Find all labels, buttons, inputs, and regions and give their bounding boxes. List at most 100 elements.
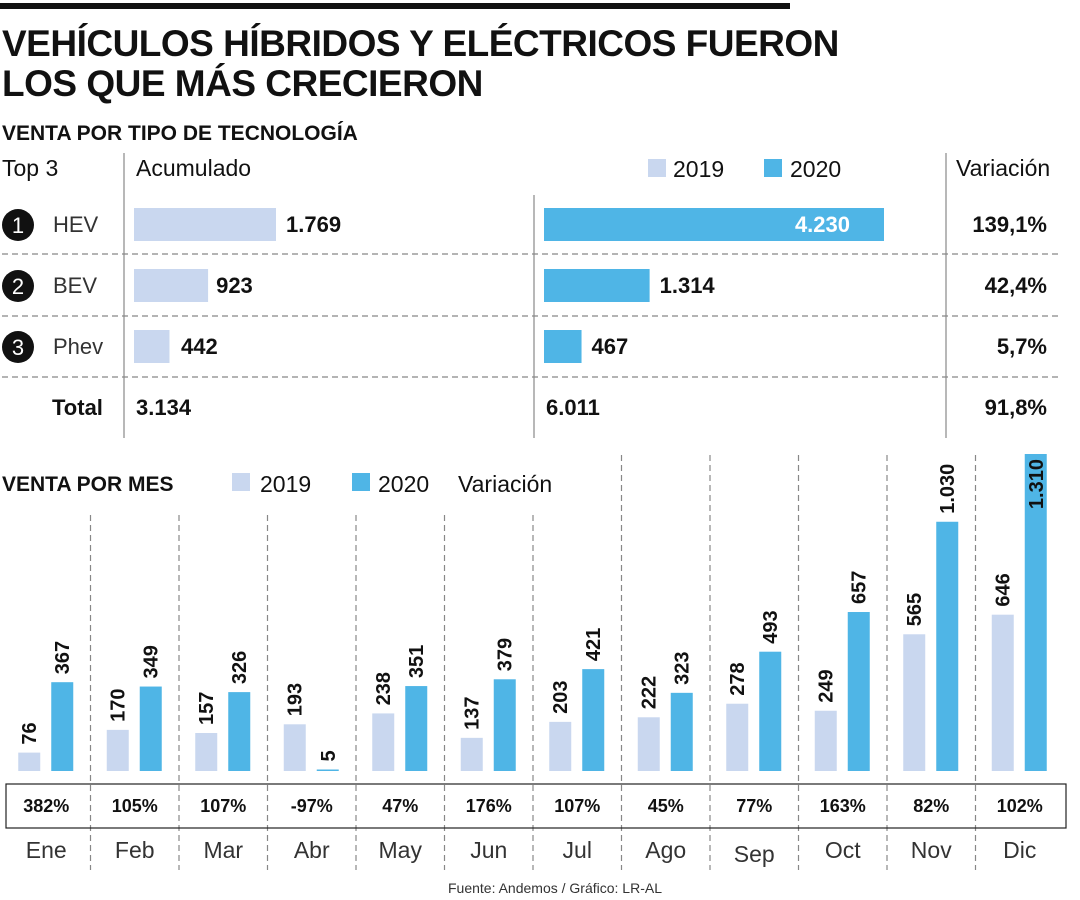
month-legend-swatch-2019 bbox=[232, 473, 250, 491]
bar-2019-feb bbox=[106, 729, 129, 771]
accum-header: Acumulado bbox=[136, 155, 251, 181]
variation-ene: 382% bbox=[23, 796, 69, 816]
value-2019-hev: 1.769 bbox=[286, 212, 341, 237]
label-2019-abr: 193 bbox=[285, 683, 307, 716]
month-variations: 382% 105% 107% -97% 47% 176% 107% 45% 77% 163% 82%… bbox=[23, 796, 1043, 816]
month-label-may: May bbox=[379, 837, 423, 863]
label-2019-nov: 565 bbox=[904, 593, 926, 626]
label-2019-dic: 646 bbox=[993, 573, 1015, 606]
source-note: Fuente: Andemos / Gráfico: LR-AL bbox=[448, 880, 662, 896]
bar-2019-nov bbox=[903, 634, 926, 771]
label-2020-oct: 657 bbox=[849, 571, 871, 604]
bar-2020-dic bbox=[1024, 454, 1047, 771]
value-2019-bev: 923 bbox=[216, 273, 253, 298]
bar-2019-phev bbox=[134, 330, 170, 363]
label-2019-mar: 157 bbox=[196, 692, 218, 725]
tech-legend-swatch-2019 bbox=[648, 159, 666, 177]
month-section-title: VENTA POR MES bbox=[2, 473, 174, 496]
month-legend-variation: Variación bbox=[458, 471, 552, 497]
bar-2019-jun bbox=[460, 737, 483, 771]
month-label-abr: Abr bbox=[294, 837, 330, 863]
bar-2020-jun bbox=[493, 679, 516, 771]
label-2019-ene: 76 bbox=[19, 722, 41, 744]
variation-abr: -97% bbox=[291, 796, 333, 816]
month-label-feb: Feb bbox=[115, 837, 155, 863]
bar-2020-ene bbox=[51, 682, 74, 771]
bar-2019-oct bbox=[814, 710, 837, 771]
label-2020-ene: 367 bbox=[52, 641, 74, 674]
month-dividers bbox=[89, 455, 977, 870]
month-label-mar: Mar bbox=[203, 837, 243, 863]
label-2020-feb: 349 bbox=[141, 645, 163, 678]
variation-box bbox=[5, 783, 1067, 829]
variation-jun: 176% bbox=[466, 796, 512, 816]
top-rule bbox=[0, 3, 790, 9]
label-2020-dic: 1.310 bbox=[1026, 459, 1048, 509]
tech-legend-swatch-2020 bbox=[764, 159, 782, 177]
variation-mar: 107% bbox=[200, 796, 246, 816]
bar-2019-dic bbox=[991, 614, 1014, 771]
value-2019-phev: 442 bbox=[181, 334, 218, 359]
month-label-ene: Ene bbox=[26, 837, 67, 863]
label-2020-abr: 5 bbox=[318, 750, 340, 761]
variation-jul: 107% bbox=[554, 796, 600, 816]
value-2020-hev: 4.230 bbox=[795, 212, 850, 237]
bar-2020-sep bbox=[759, 651, 782, 771]
label-2019-may: 238 bbox=[373, 672, 395, 705]
month-label-nov: Nov bbox=[911, 837, 952, 863]
month-label-jul: Jul bbox=[563, 837, 592, 863]
label-2019-ago: 222 bbox=[639, 676, 661, 709]
bar-2019-hev bbox=[134, 208, 276, 241]
variation-header: Variación bbox=[956, 155, 1050, 181]
total-label: Total bbox=[52, 395, 103, 420]
bar-2020-nov bbox=[936, 521, 959, 771]
bar-2020-bev bbox=[544, 269, 650, 302]
total-2019: 3.134 bbox=[136, 395, 192, 420]
variation-nov: 82% bbox=[913, 796, 949, 816]
tech-label-bev: BEV bbox=[53, 273, 97, 298]
month-legend-swatch-2020 bbox=[352, 473, 370, 491]
label-2020-may: 351 bbox=[406, 645, 428, 678]
bar-2019-abr bbox=[283, 724, 306, 771]
bar-2020-phev bbox=[544, 330, 582, 363]
bar-2020-feb bbox=[139, 686, 162, 771]
tech-label-hev: HEV bbox=[53, 212, 99, 237]
variation-may: 47% bbox=[382, 796, 418, 816]
label-2019-sep: 278 bbox=[727, 662, 749, 695]
label-2020-jun: 379 bbox=[495, 638, 517, 671]
value-2020-bev: 1.314 bbox=[660, 273, 716, 298]
tech-legend-2020: 2020 bbox=[790, 156, 841, 182]
month-label-oct: Oct bbox=[825, 837, 861, 863]
tech-rows: 1 HEV 1.769 4.230 139,1% 2 BEV 923 1.314 42,4% 3 Ph… bbox=[2, 208, 1047, 363]
bar-2019-mar bbox=[195, 733, 218, 771]
bar-2020-mar bbox=[228, 692, 251, 771]
label-2019-jun: 137 bbox=[462, 696, 484, 729]
rank-number-1: 1 bbox=[12, 213, 24, 238]
label-2020-mar: 326 bbox=[229, 651, 251, 684]
top3-header: Top 3 bbox=[2, 155, 58, 181]
rank-badge-2 bbox=[2, 270, 34, 302]
variation-phev: 5,7% bbox=[997, 334, 1047, 359]
variation-bev: 42,4% bbox=[985, 273, 1047, 298]
bar-2020-abr bbox=[316, 769, 339, 771]
bar-2019-ene bbox=[18, 752, 41, 771]
month-label-sep: Sep bbox=[734, 841, 775, 867]
label-2019-jul: 203 bbox=[550, 681, 572, 714]
rank-number-2: 2 bbox=[12, 274, 24, 299]
bar-2019-ago bbox=[637, 717, 660, 771]
variation-feb: 105% bbox=[112, 796, 158, 816]
bar-2020-oct bbox=[847, 612, 870, 771]
tech-section-title: VENTA POR TIPO DE TECNOLOGÍA bbox=[2, 122, 358, 145]
month-legend-2019: 2019 bbox=[260, 471, 311, 497]
tech-legend-2019: 2019 bbox=[673, 156, 724, 182]
total-2020: 6.011 bbox=[546, 395, 600, 420]
variation-dic: 102% bbox=[997, 796, 1043, 816]
month-labels: Ene Feb Mar Abr May Jun Jul Ago Sep Oct Nov Dic bbox=[26, 837, 1037, 867]
month-legend-2020: 2020 bbox=[378, 471, 429, 497]
bar-2019-bev bbox=[134, 269, 209, 302]
label-2020-sep: 493 bbox=[760, 610, 782, 643]
title-line-2: LOS QUE MÁS CRECIERON bbox=[2, 63, 483, 104]
bar-2020-jul bbox=[582, 669, 605, 771]
label-2019-feb: 170 bbox=[108, 688, 130, 721]
